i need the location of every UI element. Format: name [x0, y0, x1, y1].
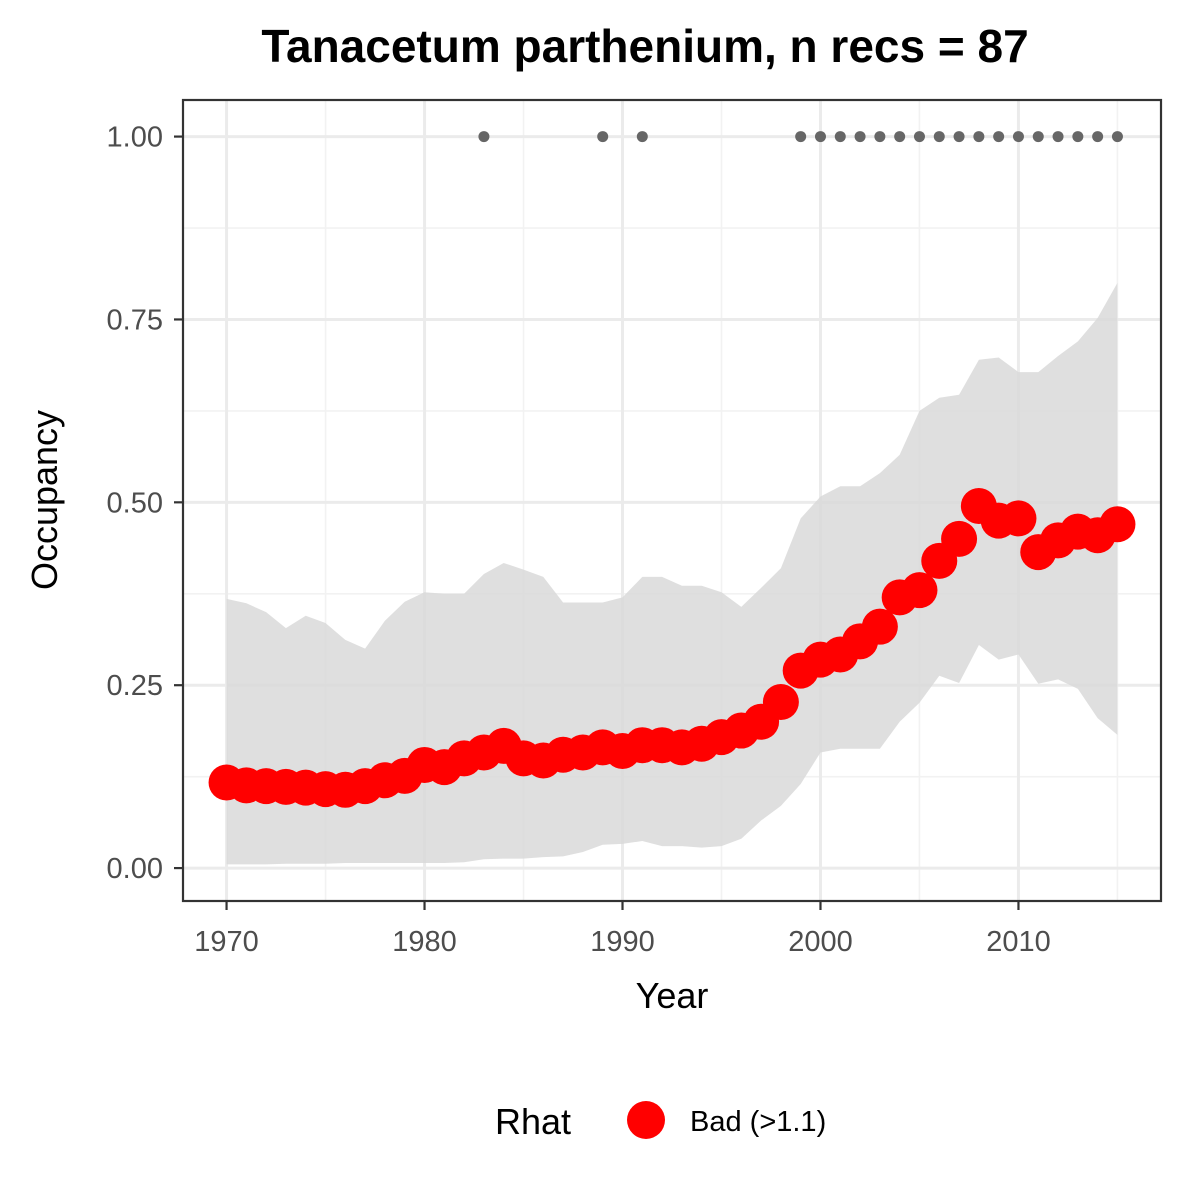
- record-point: [1072, 131, 1084, 143]
- x-axis-title: Year: [636, 975, 709, 1016]
- x-tick-label: 1970: [194, 926, 259, 958]
- occupancy-points: [208, 487, 1136, 808]
- occupancy-point: [861, 608, 898, 645]
- y-tick-label: 1.00: [107, 122, 163, 154]
- panel-border: [181, 98, 1163, 903]
- record-point: [814, 131, 826, 143]
- record-points: [478, 131, 1123, 143]
- record-point: [874, 131, 886, 143]
- y-tick-label: 0.75: [107, 304, 163, 336]
- record-point: [854, 131, 866, 143]
- occupancy-point: [762, 684, 799, 721]
- record-point: [636, 131, 648, 143]
- record-point: [973, 131, 985, 143]
- x-tick-label: 2000: [788, 926, 853, 958]
- legend-label-bad: Bad (>1.1): [690, 1106, 826, 1138]
- y-axis-title: Occupancy: [24, 410, 65, 590]
- occupancy-point: [1099, 506, 1136, 543]
- record-point: [1012, 131, 1024, 143]
- record-point: [1052, 131, 1064, 143]
- occupancy-point: [941, 520, 978, 557]
- record-point: [913, 131, 925, 143]
- y-tick-label: 0.25: [107, 670, 163, 702]
- legend: Rhat Bad (>1.1): [495, 1101, 826, 1142]
- x-tick-label: 1980: [392, 926, 457, 958]
- record-point: [1092, 131, 1104, 143]
- record-point: [953, 131, 965, 143]
- record-point: [597, 131, 609, 143]
- record-point: [1032, 131, 1044, 143]
- y-tick-label: 0.50: [107, 487, 163, 519]
- record-point: [993, 131, 1005, 143]
- record-point: [795, 131, 807, 143]
- record-point: [834, 131, 846, 143]
- x-tick-label: 2010: [986, 926, 1051, 958]
- record-point: [1111, 131, 1123, 143]
- legend-title: Rhat: [495, 1101, 571, 1142]
- occupancy-point: [901, 572, 938, 609]
- y-axis: 0.00 0.25 0.50 0.75 1.00: [107, 122, 183, 885]
- x-axis: 1970 1980 1990 2000 2010: [194, 901, 1051, 958]
- x-tick-label: 1990: [590, 926, 655, 958]
- y-tick-label: 0.00: [107, 853, 163, 885]
- record-point: [894, 131, 906, 143]
- record-point: [933, 131, 945, 143]
- chart-title: Tanacetum parthenium, n recs = 87: [261, 20, 1028, 72]
- legend-key-bad: [627, 1101, 665, 1139]
- record-point: [478, 131, 490, 143]
- confidence-ribbon: [226, 282, 1118, 865]
- occupancy-point: [1000, 500, 1037, 537]
